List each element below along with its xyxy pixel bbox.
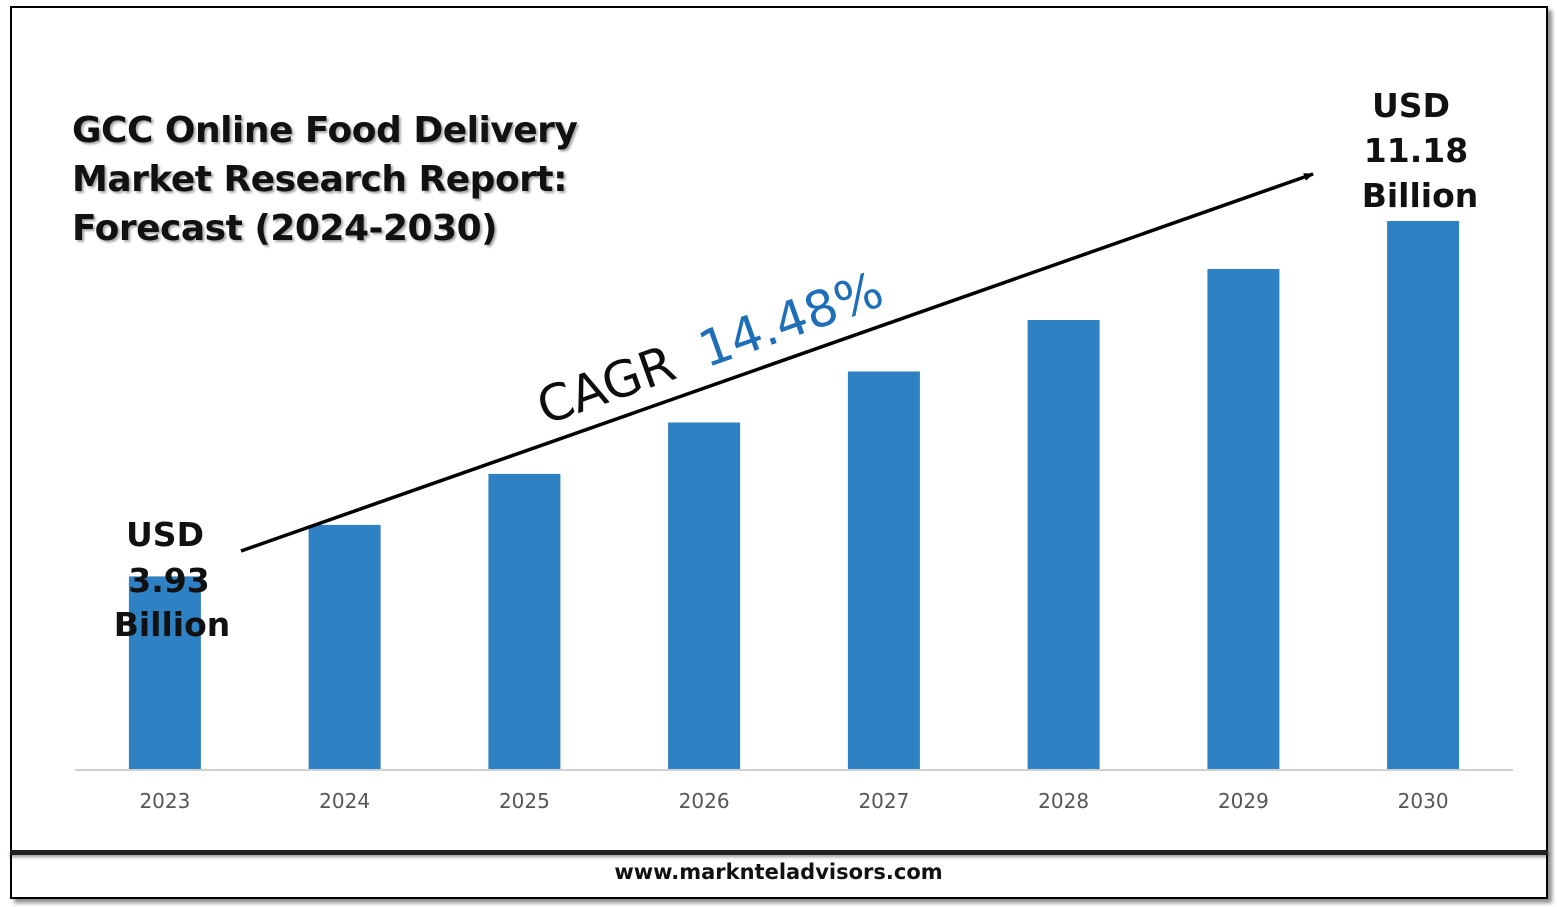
start-value-line-2: 3.93: [128, 561, 209, 600]
x-tick-label-2024: 2024: [319, 789, 370, 813]
bar-2024: [308, 524, 381, 769]
chart-title-line-2: Market Research Report:: [72, 159, 568, 200]
chart-frame: [10, 6, 1548, 899]
bar-2030: [1387, 221, 1460, 769]
end-value-annotation: USD 11.18 Billion: [1362, 86, 1479, 215]
chart-title-line-3: Forecast (2024-2030): [72, 208, 498, 249]
start-value-annotation: USD 3.93 Billion: [114, 515, 231, 644]
end-value-line-2: 11.18: [1364, 131, 1468, 170]
chart-title-line-1: GCC Online Food Delivery: [72, 110, 578, 151]
bar-2026: [668, 422, 741, 769]
cagr-value: 14.48%: [691, 261, 890, 379]
start-value-line-3: Billion: [114, 605, 231, 644]
bar-2025: [488, 473, 561, 769]
footer-rule: [10, 850, 1548, 855]
x-tick-label-2029: 2029: [1218, 789, 1269, 813]
x-tick-label-2030: 2030: [1398, 789, 1449, 813]
end-value-line-3: Billion: [1362, 176, 1479, 215]
cagr-label: CAGR 14.48%: [530, 261, 891, 437]
x-axis-tick-labels: 2023 2024 2025 2026 2027 2028 2029 2030: [139, 789, 1448, 813]
bars-layer: [128, 221, 1460, 769]
x-tick-label-2026: 2026: [679, 789, 730, 813]
x-tick-label-2025: 2025: [499, 789, 550, 813]
chart-title: GCC Online Food Delivery Market Research…: [72, 106, 632, 253]
x-tick-label-2027: 2027: [858, 789, 909, 813]
x-tick-label-2023: 2023: [139, 789, 190, 813]
x-tick-label-2028: 2028: [1038, 789, 1089, 813]
bar-2029: [1207, 269, 1280, 769]
bar-2028: [1027, 320, 1100, 769]
bar-2027: [847, 371, 920, 769]
start-value-line-1: USD: [126, 515, 204, 554]
end-value-line-1: USD: [1372, 86, 1450, 125]
footer-website-url: www.marknteladvisors.com: [614, 860, 943, 884]
cagr-arrow: [240, 172, 1314, 553]
bar-2023: [128, 576, 201, 769]
